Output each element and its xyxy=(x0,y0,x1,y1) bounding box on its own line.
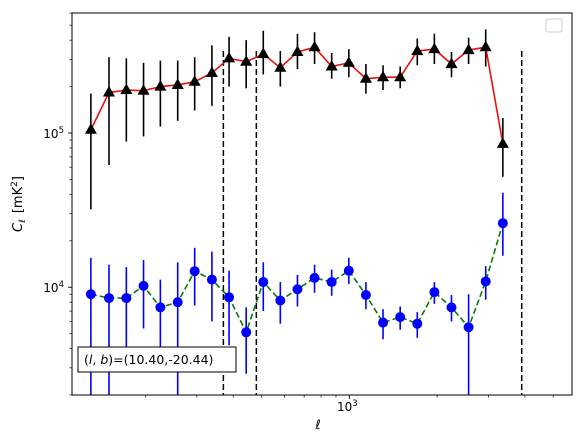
annotation-open-paren: ( xyxy=(84,352,89,367)
y-axis-label: Cℓ [mK2] xyxy=(10,176,28,232)
series-2-marker-8 xyxy=(206,274,217,285)
series-1-marker-7 xyxy=(188,75,201,86)
series-2-marker-2 xyxy=(104,293,115,304)
series-1-marker-10 xyxy=(240,55,253,66)
series-1-marker-2 xyxy=(102,86,116,97)
series-1-marker-17 xyxy=(359,72,372,83)
series-1-marker-25 xyxy=(496,137,509,148)
x-tick-label-1: 103 xyxy=(337,399,358,414)
series-1-marker-11 xyxy=(257,47,270,59)
x-axis-label: ℓ xyxy=(314,418,320,433)
series-1-marker-16 xyxy=(342,56,355,67)
y-axis-label-subscript: ℓ xyxy=(18,219,28,224)
y-axis-label-units: [mK xyxy=(11,186,26,213)
annotation-text: (l, b)=(10.40,-20.44) xyxy=(84,352,213,367)
x-tick-label-exponent: 3 xyxy=(352,399,357,409)
series-2-marker-4 xyxy=(138,280,149,291)
y-axis-label-units-exponent: 2 xyxy=(10,181,20,187)
annotation-separator: , xyxy=(92,352,100,367)
series-2-marker-22 xyxy=(446,302,457,313)
series-2-marker-10 xyxy=(241,327,252,338)
series-2-marker-23 xyxy=(463,322,474,333)
series-1-marker-13 xyxy=(291,45,304,57)
series-2 xyxy=(85,192,508,395)
series-2-marker-21 xyxy=(429,287,440,298)
series-1-marker-18 xyxy=(376,70,390,82)
series-2-marker-7 xyxy=(189,266,200,277)
series-2-marker-9 xyxy=(224,292,235,303)
y-axis-label-symbol: C xyxy=(11,222,26,232)
series-1 xyxy=(84,29,509,210)
series-2-marker-17 xyxy=(360,290,371,301)
plot-area xyxy=(84,29,523,395)
x-tick-label-base: 10 xyxy=(337,400,352,414)
series-1-marker-3 xyxy=(120,83,133,95)
series-1-marker-15 xyxy=(325,59,338,71)
series-2-marker-1 xyxy=(85,289,96,300)
series-2-marker-13 xyxy=(292,284,303,295)
y-tick-label-base: 10 xyxy=(43,281,58,295)
y-tick-label-exponent: 4 xyxy=(59,280,64,290)
series-1-marker-8 xyxy=(205,66,218,78)
series-1-marker-24 xyxy=(479,40,492,52)
series-2-marker-6 xyxy=(172,297,183,308)
series-2-marker-16 xyxy=(343,265,354,276)
series-1-marker-4 xyxy=(137,84,150,95)
series-1-marker-6 xyxy=(171,78,184,89)
legend-box xyxy=(545,18,563,33)
axes-frame xyxy=(71,12,573,396)
series-1-marker-21 xyxy=(428,42,441,54)
series-1-marker-23 xyxy=(462,43,475,55)
y-tick-label-2: 105 xyxy=(43,126,64,141)
series-1-marker-22 xyxy=(445,57,458,69)
series-1-marker-1 xyxy=(84,123,97,134)
series-2-marker-3 xyxy=(121,293,132,304)
series-2-marker-11 xyxy=(258,277,269,288)
y-axis-label-units-close: ] xyxy=(11,176,26,181)
annotation-value: =(10.40,-20.44) xyxy=(113,352,213,367)
series-1-marker-14 xyxy=(308,40,321,52)
series-2-marker-25 xyxy=(497,218,508,229)
series-2-marker-12 xyxy=(275,295,286,306)
series-2-marker-15 xyxy=(326,277,337,288)
annotation-box xyxy=(77,346,237,373)
annotation-close-paren: ) xyxy=(108,352,113,367)
series-1-marker-20 xyxy=(411,44,424,56)
series-2-marker-19 xyxy=(395,312,406,323)
series-1-marker-12 xyxy=(274,61,287,72)
y-tick-label-1: 104 xyxy=(43,280,64,295)
annotation-l: l xyxy=(89,352,93,367)
series-1-marker-19 xyxy=(394,70,407,82)
coordinates-annotation: (l, b)=(10.40,-20.44) xyxy=(77,346,237,373)
series-2-marker-24 xyxy=(480,276,491,287)
series-2-marker-18 xyxy=(378,317,389,328)
plot-content xyxy=(84,29,523,395)
series-2-marker-14 xyxy=(309,272,320,283)
y-tick-label-exponent: 5 xyxy=(59,126,64,136)
series-2-marker-20 xyxy=(412,318,423,329)
annotation-b: b xyxy=(100,352,108,367)
series-1-marker-9 xyxy=(223,51,236,63)
series-1-marker-5 xyxy=(154,80,167,91)
y-tick-label-base: 10 xyxy=(43,127,58,141)
series-2-marker-5 xyxy=(155,302,166,313)
